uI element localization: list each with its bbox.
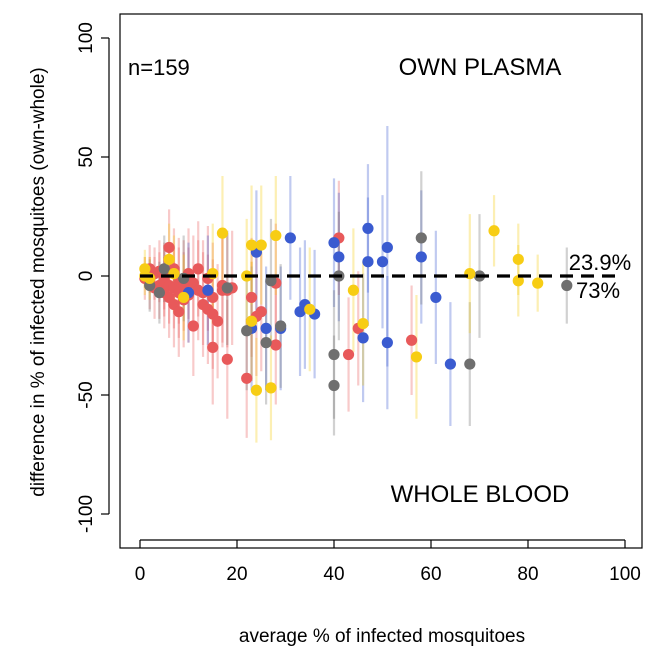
y-tick-label: -50 <box>76 381 97 408</box>
data-point-yellow <box>347 284 359 296</box>
data-point-yellow <box>265 382 277 394</box>
data-point-red <box>241 372 253 384</box>
data-point-gray <box>464 358 476 370</box>
n-annotation: n=159 <box>128 55 190 80</box>
data-point-blue <box>357 332 369 344</box>
x-axis-title: average % of infected mosquitoes <box>239 626 525 647</box>
data-point-gray <box>328 379 340 392</box>
data-point-blue <box>381 337 393 349</box>
data-point-yellow <box>512 275 524 287</box>
x-tick-label: 100 <box>609 564 641 585</box>
data-point-blue <box>444 358 456 370</box>
data-point-yellow <box>304 303 316 315</box>
data-point-red <box>255 306 267 318</box>
data-point-yellow <box>163 253 175 265</box>
y-tick-label: -100 <box>76 495 97 533</box>
data-point-red <box>270 339 282 351</box>
data-point-yellow <box>245 315 258 327</box>
x-tick-label: 80 <box>517 564 538 585</box>
data-point-yellow <box>216 227 229 239</box>
data-point-yellow <box>488 225 500 237</box>
y-tick-label: 100 <box>76 22 97 54</box>
data-point-yellow <box>245 239 258 251</box>
data-point-red <box>173 306 185 318</box>
data-point-blue <box>328 237 340 249</box>
y-tick-label: 50 <box>76 146 97 167</box>
x-tick-label: 20 <box>226 564 247 585</box>
error-bars <box>143 126 568 443</box>
data-point-yellow <box>270 229 282 242</box>
data-point-gray <box>221 282 233 294</box>
data-point-red <box>342 348 355 361</box>
x-tick-label: 0 <box>135 564 146 585</box>
plot-frame <box>119 13 643 549</box>
data-point-blue <box>362 256 374 268</box>
data-point-red <box>221 353 233 365</box>
x-axis: 0 20 40 60 80 100 <box>135 539 641 585</box>
y-tick-label: 0 <box>76 271 97 282</box>
data-point-blue <box>362 222 374 234</box>
data-point-blue <box>333 251 345 263</box>
data-point-yellow <box>178 291 190 304</box>
data-point-blue <box>376 256 389 268</box>
data-point-blue <box>284 232 296 244</box>
data-point-red <box>406 334 418 346</box>
data-point-gray <box>275 320 287 332</box>
data-point-red <box>163 241 175 254</box>
data-point-yellow <box>255 239 267 251</box>
data-point-blue <box>260 322 272 334</box>
data-point-red <box>212 315 224 327</box>
data-point-red <box>192 263 204 275</box>
y-axis: -100 -50 0 50 100 <box>76 22 110 533</box>
data-point-red <box>187 320 199 332</box>
data-point-blue <box>430 291 442 304</box>
data-point-gray <box>158 263 170 275</box>
data-point-gray <box>415 232 427 244</box>
y-axis-title: difference in % of infected mosquitoes (… <box>28 67 49 497</box>
data-point-blue <box>415 251 427 263</box>
data-point-gray <box>153 287 165 299</box>
data-point-yellow <box>250 384 262 396</box>
data-point-blue <box>202 284 214 296</box>
ratio-label: 73% <box>576 278 620 303</box>
data-point-red <box>245 291 258 304</box>
own-plasma-label: OWN PLASMA <box>399 54 562 81</box>
whole-blood-label: WHOLE BLOOD <box>391 481 570 508</box>
x-tick-label: 60 <box>420 564 441 585</box>
data-point-yellow <box>357 318 369 330</box>
data-point-yellow <box>512 253 524 265</box>
data-point-gray <box>241 325 253 337</box>
data-points <box>139 222 573 396</box>
data-point-gray <box>260 337 272 349</box>
data-point-blue <box>381 241 393 254</box>
data-point-yellow <box>532 277 544 289</box>
mean-label: 23.9% <box>569 250 631 275</box>
data-point-red <box>207 341 219 353</box>
data-point-yellow <box>410 351 423 363</box>
data-point-gray <box>561 279 573 292</box>
x-tick-label: 40 <box>323 564 344 585</box>
data-point-gray <box>265 275 277 287</box>
data-point-gray <box>328 348 340 361</box>
